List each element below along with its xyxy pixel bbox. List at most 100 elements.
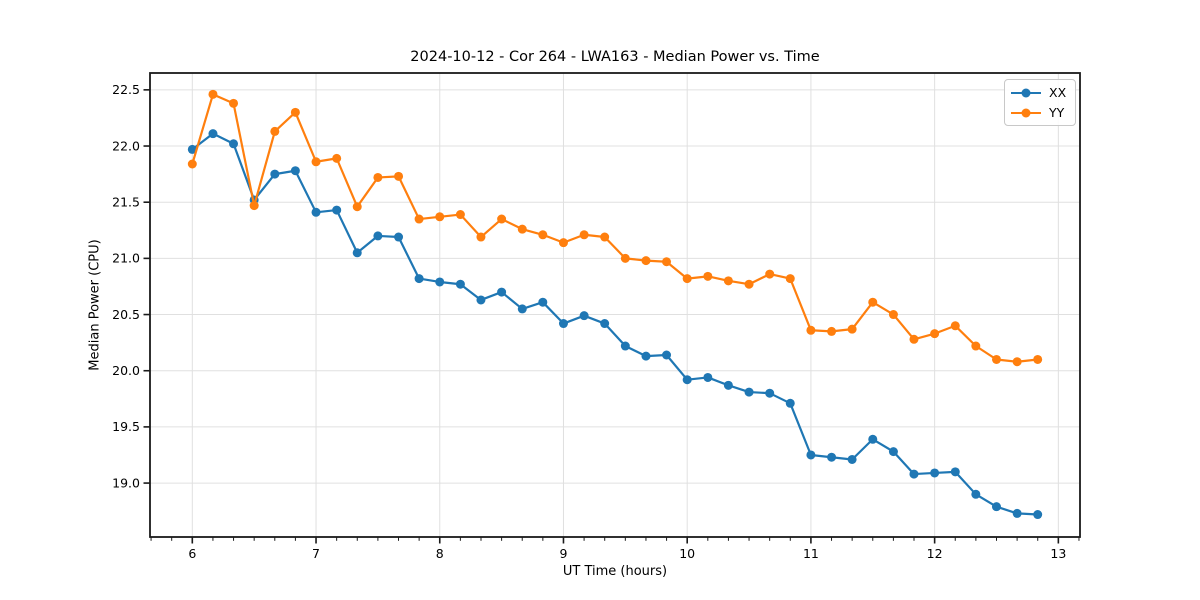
data-point-yy xyxy=(930,329,940,339)
x-tick-label: 13 xyxy=(1050,546,1066,561)
data-point-xx xyxy=(538,297,548,307)
data-point-xx xyxy=(1033,510,1043,520)
legend-line-marker-icon xyxy=(1011,108,1041,117)
data-point-xx xyxy=(1012,508,1022,518)
data-point-yy xyxy=(703,271,713,281)
data-point-xx xyxy=(270,169,280,179)
tick-labels: 6 7 8 9 10 11 12 13 19.0 19.5 20.0 20.5 21.0 21.5 22.0… xyxy=(112,82,1066,561)
data-point-xx xyxy=(723,380,733,390)
data-point-yy xyxy=(1012,357,1022,367)
data-point-xx xyxy=(765,388,775,398)
y-tick-label: 22.5 xyxy=(112,82,140,97)
y-tick-label: 20.0 xyxy=(112,363,140,378)
data-point-xx xyxy=(455,279,465,289)
data-point-xx xyxy=(620,341,630,351)
data-point-yy xyxy=(950,321,960,331)
data-point-yy xyxy=(455,210,465,220)
data-point-yy xyxy=(827,326,837,336)
legend-item-xx: XX xyxy=(1011,84,1067,101)
data-point-xx xyxy=(579,311,589,321)
data-point-xx xyxy=(517,304,527,314)
data-point-xx xyxy=(682,375,692,385)
data-point-xx xyxy=(991,502,1001,512)
data-point-xx xyxy=(352,248,362,258)
data-point-yy xyxy=(785,274,795,284)
data-point-yy xyxy=(600,232,610,242)
plot-border xyxy=(149,72,1081,538)
data-point-yy xyxy=(1033,354,1043,364)
data-point-yy xyxy=(579,230,589,240)
data-point-yy xyxy=(352,202,362,212)
x-tick-label: 8 xyxy=(436,546,444,561)
series-layer xyxy=(187,89,1043,520)
legend-line-marker-icon xyxy=(1011,88,1041,97)
x-tick-label: 9 xyxy=(559,546,567,561)
y-axis-label-text: Median Power (CPU) xyxy=(87,239,103,371)
data-point-xx xyxy=(930,468,940,478)
data-point-yy xyxy=(847,324,857,334)
data-point-yy xyxy=(765,269,775,279)
data-point-xx xyxy=(497,287,507,297)
data-point-yy xyxy=(311,157,321,167)
data-point-xx xyxy=(208,129,218,139)
data-point-xx xyxy=(827,452,837,462)
legend-item-yy: YY xyxy=(1011,104,1067,121)
data-point-xx xyxy=(332,205,342,215)
data-point-yy xyxy=(497,214,507,224)
data-point-yy xyxy=(991,354,1001,364)
data-point-xx xyxy=(476,295,486,305)
y-tick-label: 21.0 xyxy=(112,251,140,266)
data-point-xx xyxy=(847,454,857,464)
y-tick-label: 20.5 xyxy=(112,307,140,322)
data-point-xx xyxy=(373,231,383,241)
series-yy-line xyxy=(191,93,1039,363)
data-point-xx xyxy=(971,489,981,499)
data-point-yy xyxy=(332,153,342,163)
data-point-yy xyxy=(662,257,672,267)
x-tick-label: 10 xyxy=(679,546,695,561)
data-point-xx xyxy=(785,398,795,408)
x-tick-label: 12 xyxy=(927,546,943,561)
x-tick-label: 6 xyxy=(188,546,196,561)
data-point-yy xyxy=(517,224,527,234)
data-point-xx xyxy=(414,274,424,284)
gridlines xyxy=(150,73,1080,537)
y-tick-label: 21.5 xyxy=(112,195,140,210)
data-point-yy xyxy=(249,201,259,211)
legend-box: XX YY xyxy=(1004,79,1076,126)
y-tick-label: 19.0 xyxy=(112,475,140,490)
data-point-yy xyxy=(373,172,383,182)
legend-label: YY xyxy=(1049,105,1065,120)
data-point-yy xyxy=(682,274,692,284)
data-point-xx xyxy=(868,434,878,444)
x-axis-label: UT Time (hours) xyxy=(562,564,668,579)
data-point-yy xyxy=(538,230,548,240)
data-point-yy xyxy=(394,171,404,181)
data-point-yy xyxy=(868,297,878,307)
data-point-yy xyxy=(414,214,424,224)
data-point-yy xyxy=(620,253,630,263)
data-point-xx xyxy=(744,387,754,397)
series-xx-line xyxy=(191,132,1039,516)
x-tick-label: 11 xyxy=(803,546,819,561)
data-point-yy xyxy=(971,341,981,351)
data-point-xx xyxy=(435,277,445,287)
data-point-xx xyxy=(311,207,321,217)
data-point-yy xyxy=(558,238,568,248)
data-point-xx xyxy=(600,319,610,329)
data-point-xx xyxy=(950,467,960,477)
data-point-yy xyxy=(476,232,486,242)
data-point-yy xyxy=(806,325,816,335)
data-point-yy xyxy=(270,126,280,136)
data-point-xx xyxy=(703,372,713,382)
data-point-xx xyxy=(641,351,651,361)
data-point-xx xyxy=(187,144,197,154)
y-tick-label: 22.0 xyxy=(112,138,140,153)
data-point-xx xyxy=(806,450,816,460)
axes-spines-and-ticks xyxy=(143,72,1081,544)
data-point-yy xyxy=(187,159,197,169)
data-point-xx xyxy=(909,469,919,479)
data-point-xx xyxy=(290,166,300,176)
data-point-xx xyxy=(662,350,672,360)
